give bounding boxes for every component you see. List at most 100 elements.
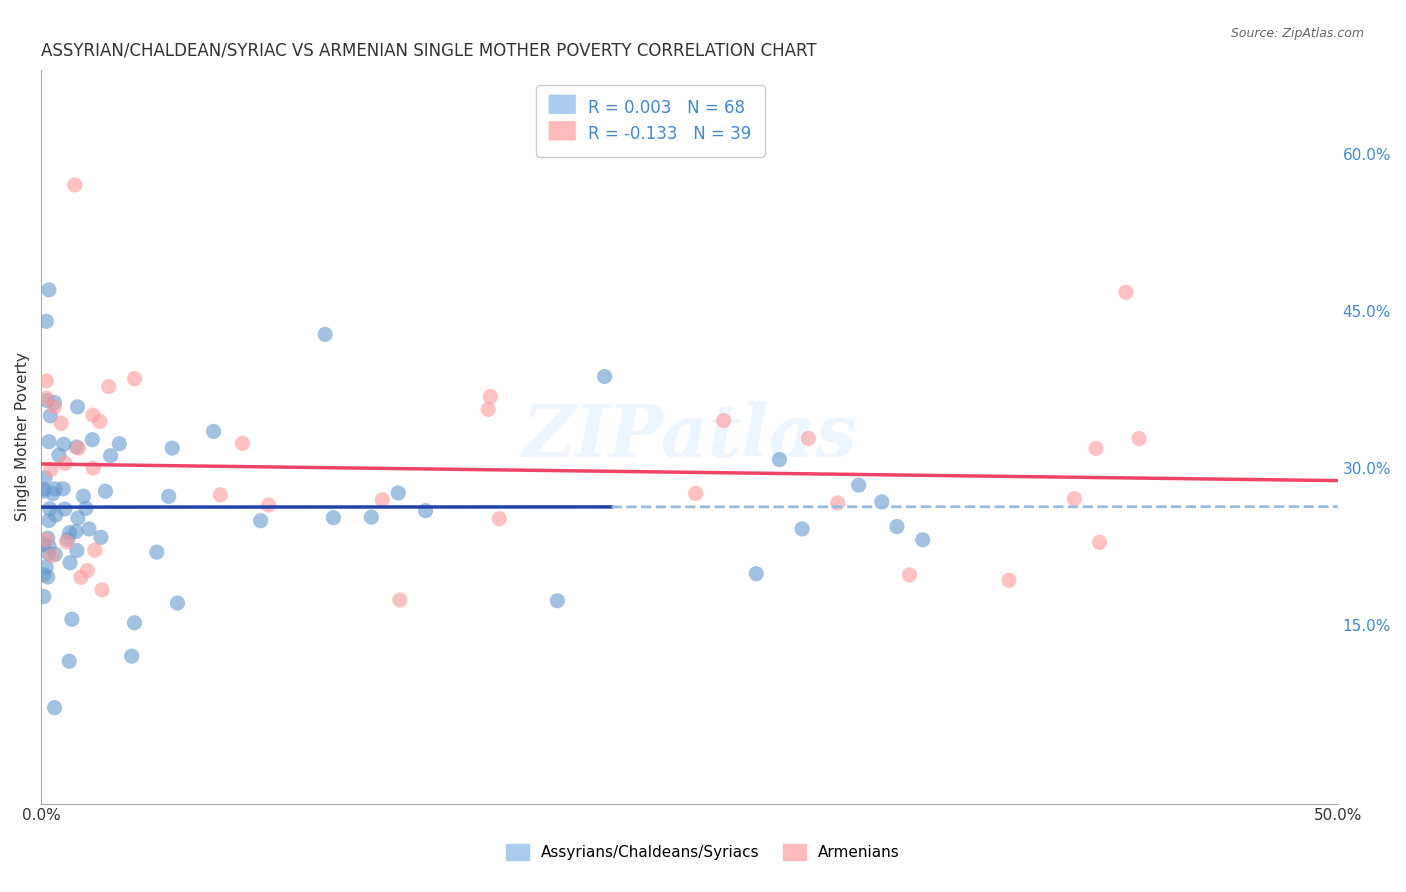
Armenians [685,486,707,500]
Assyrians/Chaldeans/Syriacs [160,441,183,455]
Assyrians/Chaldeans/Syriacs [32,537,55,551]
Assyrians/Chaldeans/Syriacs [38,514,60,528]
Armenians [51,417,73,431]
Assyrians/Chaldeans/Syriacs [56,533,79,547]
Armenians [1128,432,1150,446]
Assyrians/Chaldeans/Syriacs [35,560,58,574]
Armenians [82,461,104,475]
Assyrians/Chaldeans/Syriacs [34,471,56,485]
Assyrians/Chaldeans/Syriacs [32,567,55,582]
Armenians [89,414,111,428]
Assyrians/Chaldeans/Syriacs [38,434,60,449]
Armenians [124,372,146,386]
Armenians [1115,285,1137,300]
Assyrians/Chaldeans/Syriacs [53,502,76,516]
Armenians [41,549,63,563]
Assyrians/Chaldeans/Syriacs [42,486,65,500]
Assyrians/Chaldeans/Syriacs [108,436,131,450]
Assyrians/Chaldeans/Syriacs [360,510,382,524]
Armenians [53,456,76,470]
Armenians [1085,442,1108,456]
Assyrians/Chaldeans/Syriacs [100,449,122,463]
Armenians [827,496,849,510]
Assyrians/Chaldeans/Syriacs [44,482,66,496]
Armenians [63,178,86,192]
Armenians [998,573,1021,587]
Armenians [91,582,114,597]
Assyrians/Chaldeans/Syriacs [32,484,55,499]
Armenians [35,391,58,405]
Assyrians/Chaldeans/Syriacs [82,433,104,447]
Armenians [488,512,510,526]
Armenians [477,402,499,417]
Assyrians/Chaldeans/Syriacs [58,654,80,668]
Legend: R = 0.003   N = 68, R = -0.133   N = 39: R = 0.003 N = 68, R = -0.133 N = 39 [536,86,765,157]
Assyrians/Chaldeans/Syriacs [37,531,59,545]
Assyrians/Chaldeans/Syriacs [35,393,58,408]
Assyrians/Chaldeans/Syriacs [249,514,271,528]
Assyrians/Chaldeans/Syriacs [870,495,893,509]
Text: Source: ZipAtlas.com: Source: ZipAtlas.com [1230,27,1364,40]
Assyrians/Chaldeans/Syriacs [52,482,75,496]
Assyrians/Chaldeans/Syriacs [546,593,568,607]
Assyrians/Chaldeans/Syriacs [37,546,59,560]
Assyrians/Chaldeans/Syriacs [72,489,94,503]
Assyrians/Chaldeans/Syriacs [45,508,67,522]
Armenians [713,414,735,428]
Assyrians/Chaldeans/Syriacs [75,501,97,516]
Text: ASSYRIAN/CHALDEAN/SYRIAC VS ARMENIAN SINGLE MOTHER POVERTY CORRELATION CHART: ASSYRIAN/CHALDEAN/SYRIAC VS ARMENIAN SIN… [41,42,817,60]
Assyrians/Chaldeans/Syriacs [768,452,790,467]
Assyrians/Chaldeans/Syriacs [90,530,112,544]
Assyrians/Chaldeans/Syriacs [415,503,437,517]
Assyrians/Chaldeans/Syriacs [202,425,225,439]
Assyrians/Chaldeans/Syriacs [37,570,59,584]
Assyrians/Chaldeans/Syriacs [44,395,66,409]
Assyrians/Chaldeans/Syriacs [39,409,62,423]
Armenians [70,570,93,584]
Assyrians/Chaldeans/Syriacs [44,700,66,714]
Assyrians/Chaldeans/Syriacs [59,525,82,540]
Y-axis label: Single Mother Poverty: Single Mother Poverty [15,352,30,521]
Assyrians/Chaldeans/Syriacs [38,283,60,297]
Assyrians/Chaldeans/Syriacs [166,596,188,610]
Assyrians/Chaldeans/Syriacs [38,539,60,553]
Armenians [371,492,394,507]
Assyrians/Chaldeans/Syriacs [59,556,82,570]
Armenians [898,567,921,582]
Armenians [797,431,820,445]
Assyrians/Chaldeans/Syriacs [48,448,70,462]
Assyrians/Chaldeans/Syriacs [66,543,89,558]
Assyrians/Chaldeans/Syriacs [792,522,814,536]
Assyrians/Chaldeans/Syriacs [65,440,87,454]
Assyrians/Chaldeans/Syriacs [66,511,89,525]
Assyrians/Chaldeans/Syriacs [65,524,87,539]
Assyrians/Chaldeans/Syriacs [66,400,89,414]
Armenians [1088,535,1111,549]
Assyrians/Chaldeans/Syriacs [886,519,908,533]
Assyrians/Chaldeans/Syriacs [745,566,768,581]
Armenians [55,534,77,549]
Assyrians/Chaldeans/Syriacs [52,437,75,451]
Armenians [44,400,66,414]
Assyrians/Chaldeans/Syriacs [157,489,180,503]
Assyrians/Chaldeans/Syriacs [911,533,934,547]
Armenians [82,408,104,422]
Assyrians/Chaldeans/Syriacs [35,314,58,328]
Assyrians/Chaldeans/Syriacs [848,478,870,492]
Armenians [76,564,98,578]
Armenians [83,543,105,558]
Assyrians/Chaldeans/Syriacs [32,482,55,496]
Assyrians/Chaldeans/Syriacs [314,327,336,342]
Assyrians/Chaldeans/Syriacs [146,545,169,559]
Armenians [257,498,280,512]
Assyrians/Chaldeans/Syriacs [121,649,143,664]
Assyrians/Chaldeans/Syriacs [124,615,146,630]
Text: ZIPatlas: ZIPatlas [522,401,856,472]
Assyrians/Chaldeans/Syriacs [94,484,117,499]
Armenians [35,374,58,388]
Armenians [97,379,120,393]
Assyrians/Chaldeans/Syriacs [32,590,55,604]
Assyrians/Chaldeans/Syriacs [44,547,66,561]
Armenians [479,390,502,404]
Assyrians/Chaldeans/Syriacs [593,369,616,384]
